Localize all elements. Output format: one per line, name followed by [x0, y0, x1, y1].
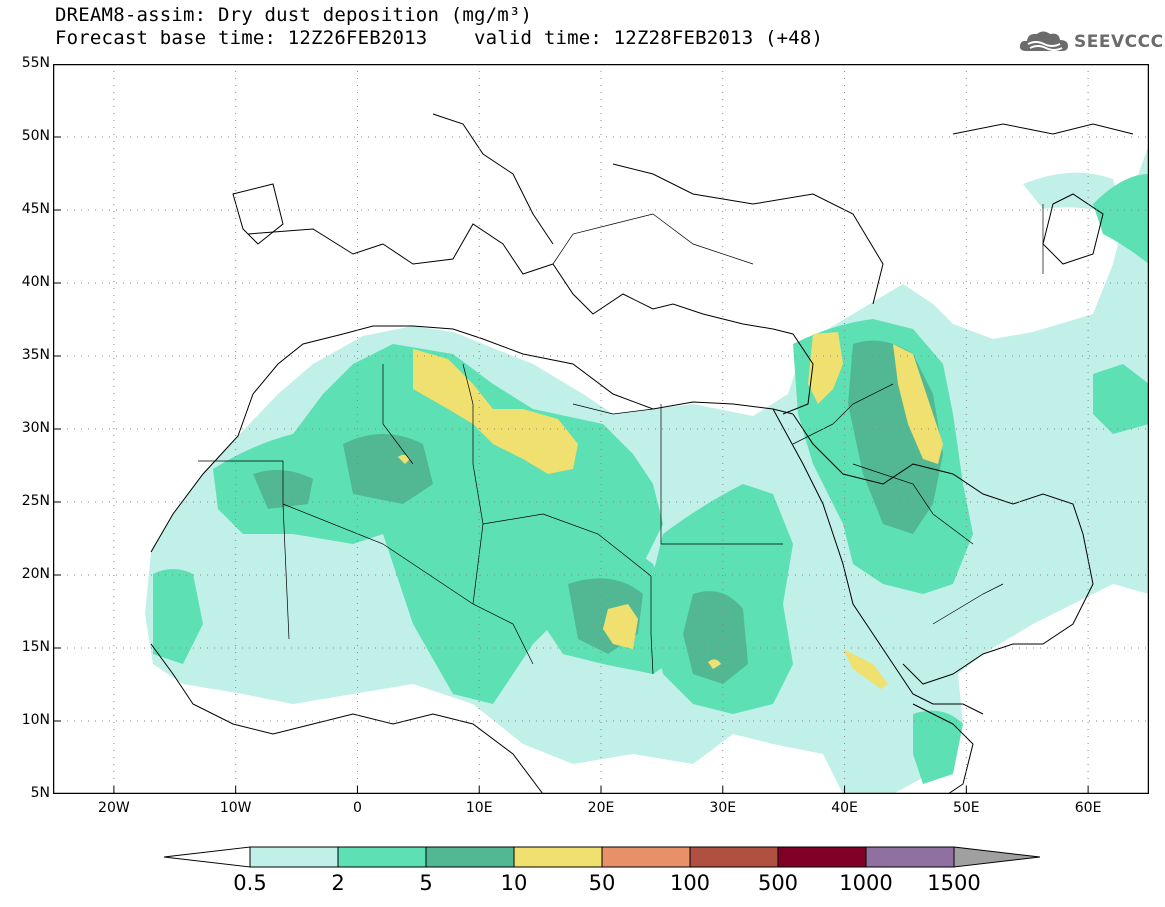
- legend-level-label: 0.5: [233, 871, 267, 895]
- lat-label: 40N: [21, 274, 50, 290]
- legend-level-label: 1000: [839, 871, 893, 895]
- logo-text: SEEVCCC: [1074, 32, 1164, 52]
- legend-under-triangle: [164, 846, 251, 868]
- legend-colorbar: [164, 846, 1040, 868]
- legend-swatch: [337, 846, 427, 868]
- legend-level-label: 10: [500, 871, 528, 895]
- lon-label: 50E: [952, 800, 980, 816]
- lat-label: 35N: [21, 347, 50, 363]
- legend-level-label: 2: [331, 871, 345, 895]
- legend-swatch: [689, 846, 779, 868]
- legend-level-label: 500: [757, 871, 799, 895]
- lon-label: 20E: [587, 800, 615, 816]
- lat-label: 20N: [21, 566, 50, 582]
- lat-label: 50N: [21, 128, 50, 144]
- cloud-icon: [1019, 31, 1068, 51]
- legend-over-triangle: [953, 846, 1040, 868]
- lon-label: 0: [352, 800, 362, 816]
- country-borders: [198, 204, 1044, 675]
- lat-label: 10N: [21, 712, 50, 728]
- lon-label: 60E: [1074, 800, 1102, 816]
- lat-label: 5N: [30, 785, 50, 801]
- lon-label: 20W: [98, 800, 130, 816]
- seevccc-logo: SEEVCCC: [1018, 28, 1164, 56]
- forecast-time-subtitle: Forecast base time: 12Z26FEB2013 valid t…: [55, 27, 824, 49]
- legend-swatch: [777, 846, 867, 868]
- lat-label: 30N: [21, 420, 50, 436]
- dust-field-level4: [398, 332, 943, 689]
- legend-level-label: 100: [669, 871, 711, 895]
- legend-swatch: [865, 846, 955, 868]
- legend-level-label: 50: [588, 871, 616, 895]
- axis-ticks: [53, 64, 1089, 794]
- lon-label: 30E: [709, 800, 737, 816]
- lat-label: 25N: [21, 493, 50, 509]
- lon-label: 40E: [831, 800, 858, 816]
- map-title: DREAM8-assim: Dry dust deposition (mg/m³…: [55, 4, 533, 26]
- lon-label: 10E: [465, 800, 493, 816]
- lat-label: 15N: [21, 639, 50, 655]
- map-gridlines: [53, 64, 1149, 794]
- lat-label: 55N: [21, 55, 50, 71]
- lat-label: 45N: [21, 201, 50, 217]
- dust-map: [53, 64, 1149, 794]
- legend-swatch: [601, 846, 691, 868]
- legend-swatch: [249, 846, 339, 868]
- legend-swatch: [513, 846, 603, 868]
- legend-level-label: 1500: [927, 871, 981, 895]
- lon-label: 10W: [219, 800, 252, 816]
- legend-swatch: [425, 846, 515, 868]
- legend-level-label: 5: [419, 871, 433, 895]
